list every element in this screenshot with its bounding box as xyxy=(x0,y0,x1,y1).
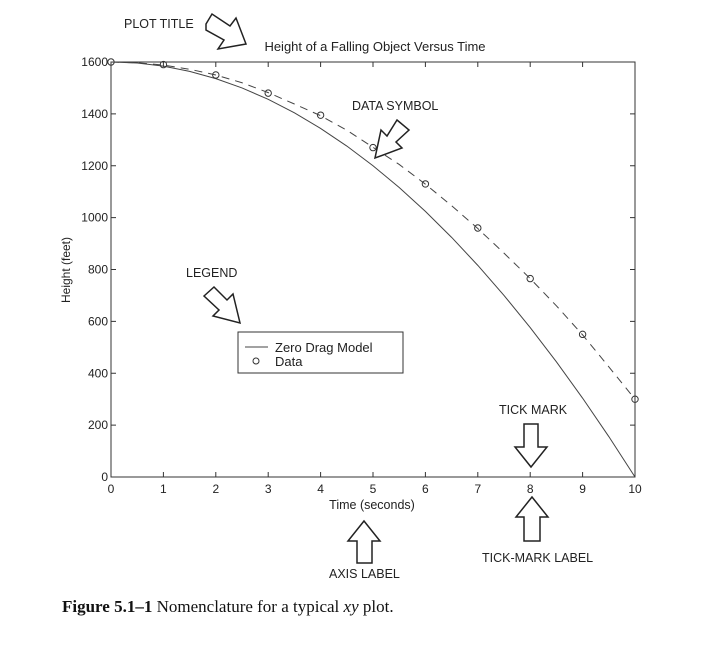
data-point-5 xyxy=(369,143,377,152)
x-tick-label-7: 7 xyxy=(474,482,481,496)
data-point-2 xyxy=(212,71,220,79)
data-point-8 xyxy=(526,274,534,283)
data-point-6 xyxy=(421,180,430,188)
legend: Zero Drag Model Data xyxy=(237,331,404,374)
data-point-7 xyxy=(474,224,482,232)
y-tick-label-4: 800 xyxy=(88,263,108,277)
arrow-tick-mark-label-icon xyxy=(514,495,550,542)
x-tick-label-5: 5 xyxy=(370,482,377,496)
data-point-3 xyxy=(264,89,272,97)
x-axis-label: Time (seconds) xyxy=(329,498,415,512)
caption-italic: xy xyxy=(343,597,359,616)
x-tick-label-1: 1 xyxy=(160,482,167,496)
y-tick-label-1: 200 xyxy=(88,418,108,432)
y-axis-label: Height (feet) xyxy=(59,237,73,303)
series-data-trend-line xyxy=(110,61,636,400)
y-tick-label-6: 1200 xyxy=(81,159,108,173)
data-point-10 xyxy=(631,395,639,403)
annotation-axis-label: AXIS LABEL xyxy=(329,567,400,581)
xy-plot: 0 1 2 3 4 5 6 7 8 9 10 0 200 400 600 800 1000 1200 1400 160… xyxy=(59,12,642,581)
arrow-data-symbol-icon xyxy=(373,118,411,160)
arrow-tick-mark-icon xyxy=(513,423,549,469)
figure-number: Figure 5.1–1 xyxy=(62,597,153,616)
x-tick-label-2: 2 xyxy=(212,482,219,496)
legend-label-zero-drag: Zero Drag Model xyxy=(275,340,373,355)
annotation-plot-title: PLOT TITLE xyxy=(124,17,194,31)
figure-caption: Figure 5.1–1 Nomenclature for a typical … xyxy=(62,597,394,617)
x-tick-label-4: 4 xyxy=(317,482,324,496)
annotation-legend: LEGEND xyxy=(186,266,237,280)
chart-title: Height of a Falling Object Versus Time xyxy=(264,39,485,54)
x-tick-label-6: 6 xyxy=(422,482,429,496)
annotation-data-symbol: DATA SYMBOL xyxy=(352,99,438,113)
x-tick-label-0: 0 xyxy=(108,482,115,496)
y-tick-label-2: 400 xyxy=(88,366,108,380)
data-point-4 xyxy=(316,111,325,119)
annotation-tick-mark: TICK MARK xyxy=(499,403,568,417)
series-zero-drag-line xyxy=(110,61,636,478)
x-tick-label-8: 8 xyxy=(527,482,534,496)
x-tick-label-3: 3 xyxy=(265,482,272,496)
tick-labels: 0 1 2 3 4 5 6 7 8 9 10 0 200 400 600 800 1000 1200 1400 160… xyxy=(81,55,642,496)
arrow-plot-title-icon xyxy=(205,12,248,51)
legend-label-data: Data xyxy=(275,354,303,369)
x-tick-label-9: 9 xyxy=(579,482,586,496)
caption-text-before: Nomenclature for a typical xyxy=(156,597,340,616)
y-tick-label-0: 0 xyxy=(101,470,108,484)
arrow-legend-icon xyxy=(202,285,242,325)
data-point-9 xyxy=(578,330,587,339)
y-tick-label-8: 1600 xyxy=(81,55,108,69)
y-tick-label-5: 1000 xyxy=(81,211,108,225)
arrow-axis-label-icon xyxy=(346,519,382,564)
caption-text-after: plot. xyxy=(362,597,394,616)
series-layer xyxy=(107,58,639,478)
y-tick-label-7: 1400 xyxy=(81,107,108,121)
annotation-tick-mark-label: TICK-MARK LABEL xyxy=(482,551,593,565)
legend-box xyxy=(237,331,404,374)
y-tick-label-3: 600 xyxy=(88,314,108,328)
legend-marker-data xyxy=(252,357,260,365)
x-tick-label-10: 10 xyxy=(628,482,642,496)
